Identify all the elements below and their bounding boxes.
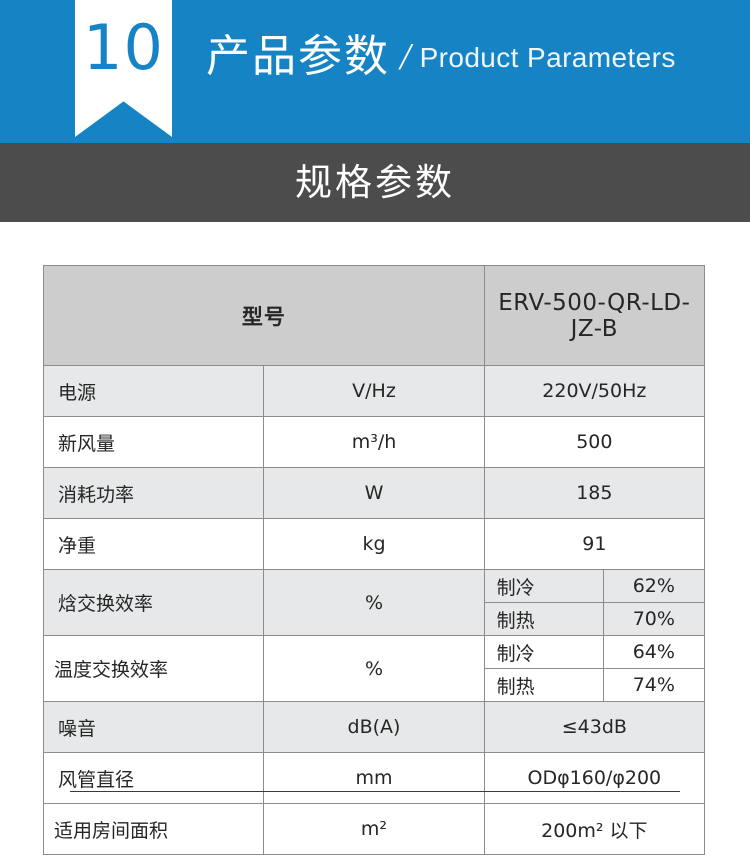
row-value: 91 (483, 518, 706, 570)
row-sublabel: 制冷 (484, 570, 604, 602)
row-value: 制冷 64% (483, 635, 706, 669)
banner-title-en: Product Parameters (419, 41, 676, 73)
table-row: 适用房间面积 m² 200m² 以下 (42, 803, 706, 855)
table-row: 消耗功率 W 185 (42, 467, 706, 519)
table-row: 制热 74% (44, 668, 706, 702)
row-value: 185 (483, 467, 706, 519)
section-number-ribbon: 10 (75, 0, 172, 137)
row-sublabel: 制冷 (484, 636, 604, 668)
banner-title-group: 产品参数 / Product Parameters (206, 0, 676, 143)
row-sublabel: 制热 (484, 669, 604, 701)
row-unit: m³/h (263, 416, 485, 468)
row-value: 制冷 62% (483, 569, 706, 603)
table-row: 净重 kg 91 (42, 518, 706, 570)
row-label: 电源 (42, 365, 265, 417)
section-number: 10 (83, 11, 164, 84)
banner-title-separator: / (400, 35, 411, 78)
banner-title-cn: 产品参数 (206, 30, 390, 82)
table-header-row: 型号 ERV-500-QR-LD-JZ-B (43, 265, 706, 366)
row-value: 制热 74% (483, 668, 706, 702)
row-label: 消耗功率 (42, 467, 265, 519)
row-label: 温度交换效率 (42, 635, 265, 702)
row-subvalue: 74% (632, 674, 675, 696)
row-value: ≤43dB (483, 701, 706, 753)
row-unit: dB(A) (263, 701, 485, 753)
row-subvalue: 70% (632, 608, 675, 630)
spec-section-title: 规格参数 (295, 161, 455, 204)
table-row: 制热 70% (44, 602, 706, 636)
table-row: 风管直径 mm ODφ160/φ200 (42, 752, 706, 804)
row-sublabel: 制热 (484, 603, 604, 635)
table-row: 焓交换效率 % 制冷 62% (42, 569, 706, 636)
row-label: 焓交换效率 (42, 569, 265, 636)
row-value: ODφ160/φ200 (483, 752, 706, 804)
row-label: 新风量 (42, 416, 265, 468)
row-unit: % (263, 569, 485, 636)
row-unit: m² (263, 803, 485, 855)
row-unit: W (263, 467, 485, 519)
table-row: 温度交换效率 % 制冷 64% (42, 635, 706, 702)
spec-section-header: 规格参数 (0, 143, 750, 222)
row-label: 适用房间面积 (42, 803, 265, 855)
row-value: 200m² 以下 (483, 803, 706, 855)
row-unit: mm (263, 752, 485, 804)
table-row: 电源 V/Hz 220V/50Hz (42, 365, 706, 417)
table-row: 噪音 dB(A) ≤43dB (42, 701, 706, 753)
header-cell-model-value: ERV-500-QR-LD-JZ-B (483, 265, 706, 366)
row-label: 净重 (42, 518, 265, 570)
row-subvalue: 64% (632, 641, 675, 663)
row-value: 500 (483, 416, 706, 468)
header-cell-model-label: 型号 (43, 265, 485, 366)
table-row: 新风量 m³/h 500 (42, 416, 706, 468)
spec-table: 型号 ERV-500-QR-LD-JZ-B 电源 V/Hz 220V/50Hz … (42, 265, 706, 855)
row-subvalue: 62% (632, 575, 675, 597)
row-unit: kg (263, 518, 485, 570)
row-unit: V/Hz (263, 365, 485, 417)
row-value: 制热 70% (483, 602, 706, 636)
row-value: 220V/50Hz (483, 365, 706, 417)
product-parameters-banner: 10 产品参数 / Product Parameters (0, 0, 750, 143)
footer-divider (70, 791, 680, 792)
row-unit: % (263, 635, 485, 702)
spec-table-container: 型号 ERV-500-QR-LD-JZ-B 电源 V/Hz 220V/50Hz … (0, 222, 750, 855)
row-label: 风管直径 (42, 752, 265, 804)
row-label: 噪音 (42, 701, 265, 753)
